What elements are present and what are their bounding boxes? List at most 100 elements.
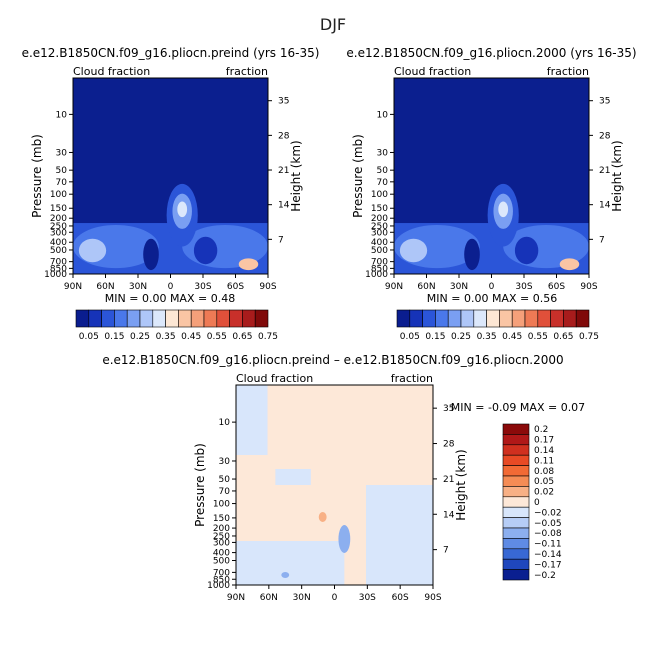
- y-axis-label: Pressure (mb): [193, 443, 207, 527]
- colorbar-swatch: [75, 309, 90, 328]
- colorbar-swatch: [499, 309, 513, 328]
- colorbar-swatch: [502, 486, 530, 498]
- y-tick-label: 500: [50, 246, 67, 256]
- chart-title: e.e12.B1850CN.f09_g16.pliocn.preind – e.…: [102, 353, 563, 367]
- y-right-tick-label: 28: [443, 440, 455, 450]
- colorbar-swatch: [409, 309, 423, 328]
- x-tick-label: 90N: [385, 282, 403, 292]
- x-tick-label: 60S: [227, 282, 244, 292]
- y-tick-label: 700: [50, 258, 67, 268]
- colorbar-swatch: [502, 538, 530, 550]
- y-tick-label: 700: [213, 568, 230, 578]
- y-tick-label: 150: [371, 204, 388, 214]
- x-tick-label: 30S: [194, 282, 211, 292]
- y-right-tick-label: 7: [443, 546, 449, 556]
- colorbar-swatch: [502, 558, 530, 570]
- colorbar-swatch: [502, 506, 530, 518]
- y-tick-label: 850: [50, 264, 67, 274]
- colorbar-swatch: [101, 309, 115, 328]
- y-tick-label: 70: [219, 487, 231, 497]
- colorbar-label: 0.75: [258, 332, 278, 342]
- colorbar-swatch: [242, 309, 256, 328]
- colorbar-label: −0.02: [534, 508, 562, 518]
- right-subtitle: fraction: [391, 372, 433, 385]
- colorbar-swatch: [126, 309, 141, 328]
- y-right-tick-label: 21: [443, 475, 454, 485]
- left-subtitle: Cloud fraction: [73, 65, 150, 78]
- y-tick-label: 300: [50, 228, 67, 238]
- colorbar-swatch: [114, 309, 128, 328]
- colorbar-label: 0.05: [79, 332, 99, 342]
- y-right-axis-label: Height (km): [610, 140, 624, 211]
- y-tick-label: 200: [213, 524, 230, 534]
- chart-title: e.e12.B1850CN.f09_g16.pliocn.2000 (yrs 1…: [346, 46, 636, 60]
- colorbar-label: 0.2: [534, 425, 548, 435]
- x-tick-label: 90N: [64, 282, 82, 292]
- y-tick-label: 400: [213, 549, 230, 559]
- colorbar-swatch: [165, 309, 179, 328]
- colorbar-swatch: [502, 434, 530, 446]
- colorbar-swatch: [229, 309, 243, 328]
- x-tick-label: 90N: [227, 593, 245, 603]
- colorbar-swatch: [511, 309, 526, 328]
- y-right-tick-label: 21: [278, 166, 289, 176]
- colorbar-swatch: [537, 309, 551, 328]
- colorbar-swatch: [502, 444, 530, 456]
- colorbar-swatch: [575, 309, 590, 328]
- x-tick-label: 90S: [424, 593, 441, 603]
- y-tick-label: 150: [50, 204, 67, 214]
- colorbar-swatch: [473, 309, 487, 328]
- right-subtitle: fraction: [547, 65, 589, 78]
- y-right-axis-label: Height (km): [289, 140, 303, 211]
- colorbar-label: 0.05: [534, 477, 554, 487]
- y-tick-label: 300: [371, 228, 388, 238]
- colorbar-label: 0.15: [104, 332, 124, 342]
- colorbar-label: 0.11: [534, 456, 554, 466]
- colorbar-label: 0.08: [534, 467, 554, 477]
- colorbar-swatch: [502, 569, 530, 581]
- y-right-tick-label: 7: [599, 235, 605, 245]
- colorbar-swatch: [254, 309, 269, 328]
- colorbar: 0.05 0.15 0.25 0.35 0.45 0.55 0.65 0.75: [75, 309, 278, 342]
- left-subtitle: Cloud fraction: [394, 65, 471, 78]
- x-tick-label: 60S: [392, 593, 409, 603]
- left-subtitle: Cloud fraction: [236, 372, 313, 385]
- y-right-tick-label: 7: [278, 235, 284, 245]
- y-axis-label: Pressure (mb): [351, 134, 365, 218]
- y-right-tick-label: 14: [278, 201, 290, 211]
- colorbar-swatch: [178, 309, 192, 328]
- x-tick-label: 90S: [580, 282, 597, 292]
- y-tick-label: 150: [213, 514, 230, 524]
- colorbar-swatch: [447, 309, 462, 328]
- colorbar-label: 0.55: [207, 332, 227, 342]
- y-tick-label: 200: [371, 214, 388, 224]
- colorbar-label: 0.45: [181, 332, 201, 342]
- colorbar-label: 0.25: [451, 332, 471, 342]
- colorbar: 0.05 0.15 0.25 0.35 0.45 0.55 0.65 0.75: [396, 309, 599, 342]
- chart-title: e.e12.B1850CN.f09_g16.pliocn.preind (yrs…: [22, 46, 320, 60]
- colorbar-label: −0.2: [534, 571, 556, 581]
- colorbar-swatch: [152, 309, 166, 328]
- colorbar-label: 0.35: [156, 332, 176, 342]
- y-tick-label: 400: [371, 238, 388, 248]
- y-tick-label: 100: [213, 500, 230, 510]
- x-tick-label: 0: [332, 593, 338, 603]
- x-tick-label: 30S: [515, 282, 532, 292]
- y-tick-label: 250: [213, 532, 230, 542]
- colorbar-swatch: [502, 465, 530, 477]
- contour-field: [73, 183, 268, 274]
- colorbar-label: 0.17: [534, 436, 554, 446]
- y-tick-label: 10: [377, 110, 389, 120]
- colorbar-swatch: [550, 309, 564, 328]
- y-tick-label: 100: [50, 190, 67, 200]
- chart-panel-2: e.e12.B1850CN.f09_g16.pliocn.2000 (yrs 1…: [346, 46, 636, 342]
- colorbar-label: −0.17: [534, 560, 562, 570]
- colorbar-label: 0.25: [130, 332, 150, 342]
- colorbar-swatch: [502, 423, 530, 435]
- colorbar-label: 0.75: [579, 332, 599, 342]
- x-tick-label: 0: [489, 282, 495, 292]
- colorbar-label: 0.14: [534, 446, 554, 456]
- colorbar-swatch: [203, 309, 218, 328]
- y-right-tick-label: 21: [599, 166, 610, 176]
- y-tick-label: 300: [213, 538, 230, 548]
